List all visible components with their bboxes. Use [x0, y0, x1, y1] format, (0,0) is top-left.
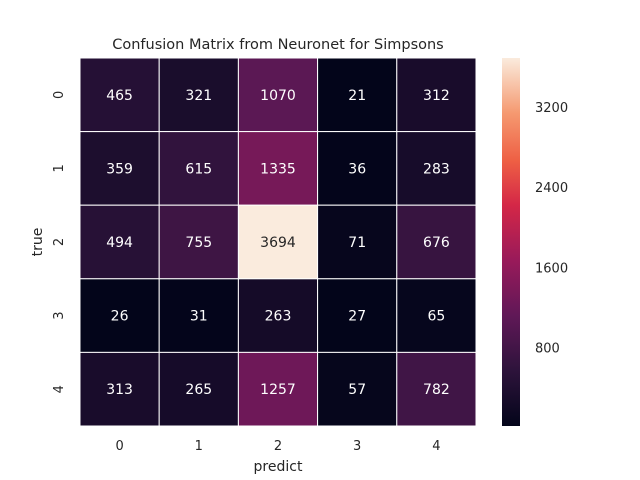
cell-value-label: 321 — [185, 88, 212, 104]
x-tick-label: 4 — [432, 439, 440, 454]
heatmap-cell — [317, 204, 398, 280]
chart-title: Confusion Matrix from Neuronet for Simps… — [112, 37, 444, 53]
colorbar-tick-label: 800 — [535, 341, 560, 356]
cell-value-label: 782 — [423, 382, 450, 398]
x-tick-label: 1 — [195, 439, 203, 454]
y-tick-label: 2 — [52, 238, 67, 246]
cell-value-label: 465 — [106, 88, 133, 104]
heatmap-cell — [237, 204, 319, 280]
cell-value-label: 3694 — [260, 235, 296, 251]
cell-value-label: 1335 — [260, 161, 296, 177]
cell-value-label: 26 — [111, 309, 129, 325]
colorbar — [502, 58, 520, 426]
cell-value-label: 676 — [423, 235, 450, 251]
heatmap-cell — [396, 57, 477, 133]
colorbar-tick-label: 1600 — [535, 261, 568, 276]
y-axis-label: true — [30, 228, 46, 257]
heatmap-cell — [237, 351, 319, 427]
cell-value-label: 755 — [185, 235, 212, 251]
heatmap-cell — [158, 57, 239, 133]
cell-value-label: 359 — [106, 161, 133, 177]
cell-value-label: 65 — [427, 309, 445, 325]
heatmap-cell — [79, 278, 160, 353]
heatmap-cell — [237, 131, 319, 206]
cell-value-label: 263 — [265, 309, 292, 325]
x-tick-label: 3 — [353, 439, 361, 454]
heatmap-cell — [158, 278, 239, 353]
cell-value-label: 265 — [185, 382, 212, 398]
cell-value-label: 283 — [423, 161, 450, 177]
heatmap-cell — [237, 57, 319, 133]
heatmap-cell — [396, 204, 477, 280]
heatmap-cell — [79, 351, 160, 427]
heatmap-cells: 465 321 1070 21 312 359 615 1335 36 283 494 755 3694… — [79, 57, 477, 427]
heatmap-cell — [79, 131, 160, 206]
heatmap-cell — [237, 278, 319, 353]
cell-value-label: 57 — [348, 382, 366, 398]
cell-value-label: 1257 — [260, 382, 296, 398]
cell-value-label: 312 — [423, 88, 450, 104]
x-tick-label: 0 — [115, 439, 123, 454]
cell-value-label: 313 — [106, 382, 133, 398]
x-axis-label: predict — [254, 459, 303, 475]
heatmap-cell — [396, 278, 477, 353]
colorbar-tick-label: 3200 — [535, 101, 568, 116]
cell-value-label: 27 — [348, 309, 366, 325]
colorbar-ticks: 800 1600 2400 3200 — [535, 101, 568, 356]
colorbar-tick-label: 2400 — [535, 181, 568, 196]
y-tick-label: 4 — [52, 385, 67, 393]
heatmap-cell — [396, 351, 477, 427]
cell-value-label: 615 — [185, 161, 212, 177]
cell-value-label: 36 — [348, 161, 366, 177]
cell-value-label: 71 — [348, 235, 366, 251]
heatmap-cell — [317, 57, 398, 133]
x-tick-label: 2 — [274, 439, 282, 454]
heatmap-cell — [79, 57, 160, 133]
cell-value-label: 31 — [190, 309, 208, 325]
y-tick-label: 0 — [52, 91, 67, 99]
heatmap-cell — [158, 351, 239, 427]
y-tick-label: 1 — [52, 164, 67, 172]
heatmap-cell — [396, 131, 477, 206]
heatmap-cell — [158, 204, 239, 280]
heatmap-cell — [317, 278, 398, 353]
cell-value-label: 1070 — [260, 88, 296, 104]
y-tick-label: 3 — [52, 311, 67, 319]
cell-value-label: 494 — [106, 235, 133, 251]
cell-value-label: 21 — [348, 88, 366, 104]
x-tick-labels: 0 1 2 3 4 — [115, 439, 440, 454]
y-tick-labels: 0 1 2 3 4 — [52, 91, 67, 394]
